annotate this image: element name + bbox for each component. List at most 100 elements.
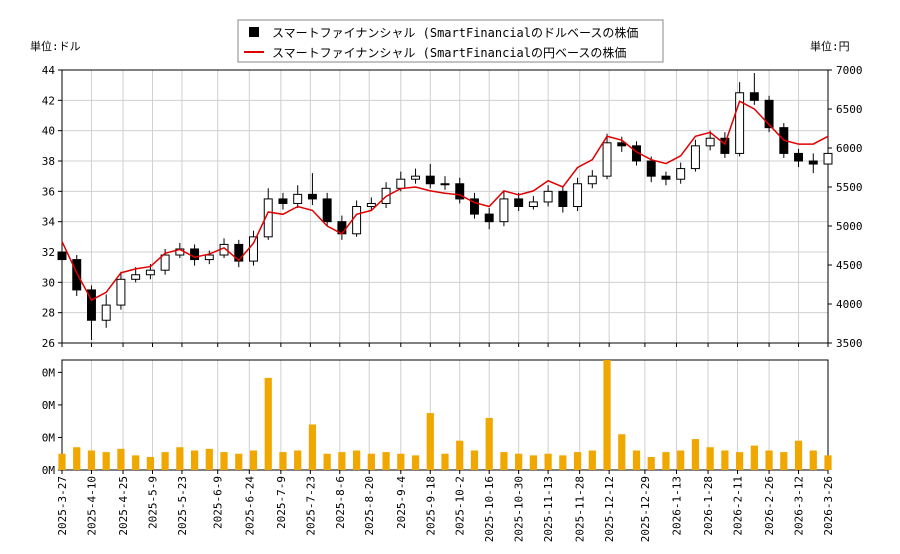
candle-body (587, 175, 597, 185)
volume-bar (470, 450, 479, 470)
y-tick-label: 34 (42, 216, 56, 229)
x-tick-label: 2025-4-10 (85, 476, 98, 536)
y-tick-label: 40 (42, 125, 55, 138)
volume-bar (721, 450, 729, 470)
candle-body (469, 198, 479, 215)
volume-bar (264, 377, 272, 470)
volume-bar (573, 452, 582, 470)
x-tick-label: 2025-6-24 (243, 476, 256, 536)
candle-body (322, 198, 332, 223)
volume-bar (485, 417, 493, 470)
y2-tick-label: 5500 (836, 181, 863, 194)
x-tick-label: 2025-7-23 (304, 476, 317, 536)
volume-bar (677, 450, 685, 470)
candle-body (573, 183, 583, 207)
y-tick-label: 38 (42, 155, 55, 168)
candle-body (293, 193, 303, 204)
y2-tick-label: 5000 (836, 220, 863, 233)
legend-swatch (249, 27, 259, 37)
volume-bar (426, 413, 434, 470)
x-tick-label: 2025-4-25 (117, 476, 130, 536)
x-tick-label: 2026-3-26 (822, 476, 835, 536)
volume-bar (647, 456, 655, 470)
volume-bar (190, 450, 199, 470)
x-tick-label: 2025-10-2 (454, 476, 467, 536)
candle-body (602, 142, 612, 177)
x-tick-label: 2026-3-12 (793, 476, 806, 536)
y2-axis-label: 単位:円 (810, 39, 850, 53)
volume-bar (456, 440, 464, 470)
x-tick-label: 2025-6-9 (212, 476, 225, 529)
volume-bar (441, 453, 449, 470)
volume-bar (367, 453, 375, 470)
x-tick-label: 2026-1-28 (702, 476, 715, 536)
volume-bar (73, 447, 81, 470)
x-tick-label: 2025-3-27 (56, 476, 69, 536)
volume-bar (205, 448, 213, 470)
y-tick-label: 26 (42, 337, 55, 350)
y2-tick-label: 7000 (836, 64, 863, 77)
x-tick-label: 2025-10-30 (513, 476, 526, 542)
volume-bar (691, 439, 700, 470)
y-tick-label: 36 (42, 185, 55, 198)
volume-bar (87, 450, 96, 470)
x-tick-label: 2025-11-13 (542, 476, 555, 542)
volume-bar (294, 450, 302, 470)
x-tick-label: 2025-11-28 (574, 476, 587, 542)
volume-bar (662, 452, 670, 470)
y2-tick-label: 4000 (836, 298, 863, 311)
candle-body (558, 190, 568, 207)
candle-body (823, 152, 833, 165)
x-tick-label: 2025-8-20 (363, 476, 376, 536)
x-tick-label: 2025-9-18 (424, 476, 437, 536)
volume-bar (338, 452, 346, 470)
volume-bar (353, 450, 361, 470)
volume-bar (176, 447, 184, 470)
y2-tick-label: 6000 (836, 142, 863, 155)
candle-body (661, 175, 671, 180)
candle-body (484, 213, 494, 223)
x-tick-label: 2025-9-4 (395, 476, 408, 529)
volume-bar (161, 452, 169, 470)
y-tick-label: 0M (42, 399, 56, 412)
x-tick-label: 2026-2-26 (763, 476, 776, 536)
candle-body (499, 198, 509, 223)
volume-bar (132, 455, 140, 470)
volume-bar (220, 452, 228, 470)
volume-bar (515, 453, 523, 470)
volume-bar (279, 452, 287, 470)
volume-bar (235, 453, 243, 470)
candle-body (396, 178, 406, 189)
volume-bar (102, 452, 110, 470)
volume-bar (618, 434, 626, 470)
candle-body (440, 183, 450, 186)
volume-bar (765, 450, 773, 470)
candle-body (278, 198, 288, 204)
volume-bar (809, 450, 817, 470)
y-tick-label: 42 (42, 94, 55, 107)
legend-box (237, 19, 664, 63)
volume-bar (736, 452, 744, 470)
y-tick-label: 44 (42, 64, 56, 77)
candle-body (808, 160, 818, 165)
candle-body (190, 248, 200, 261)
y2-tick-label: 6500 (836, 103, 863, 116)
volume-bar (588, 450, 596, 470)
volume-bar (529, 455, 537, 470)
candle-body (145, 269, 155, 276)
volume-bar (780, 452, 788, 470)
candle-body (720, 137, 730, 154)
y-tick-label: 0M (42, 464, 56, 477)
candle-body (690, 145, 700, 170)
y2-tick-label: 3500 (836, 337, 863, 350)
candle-body (204, 254, 214, 261)
x-tick-label: 2025-5-23 (176, 476, 189, 536)
volume-bar (146, 456, 154, 470)
candle-body (646, 160, 656, 177)
x-tick-label: 2025-5-9 (146, 476, 159, 529)
candle-body (249, 236, 258, 262)
candle-body (794, 152, 804, 162)
volume-bar (382, 452, 390, 470)
legend-label: スマートファイナンシャル (SmartFinancialの円ベースの株価 (272, 45, 626, 60)
